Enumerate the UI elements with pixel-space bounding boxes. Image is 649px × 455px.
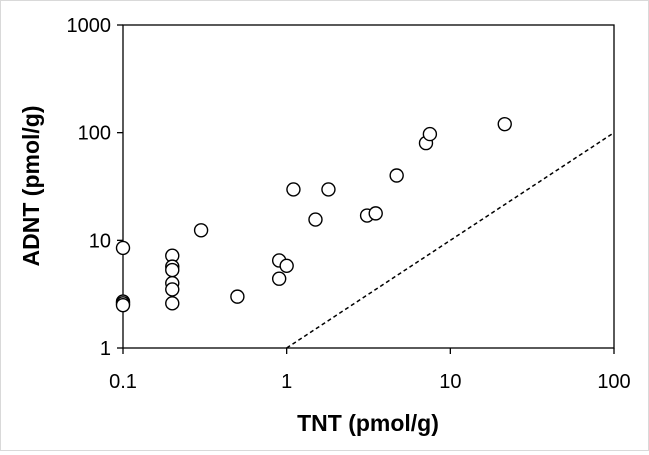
y-tick-label: 100	[78, 123, 111, 145]
reference-line	[286, 132, 615, 349]
data-point	[497, 116, 512, 132]
x-axis-label: TNT (pmol/g)	[297, 410, 439, 436]
y-tick-label: 1000	[67, 15, 112, 37]
data-point	[193, 223, 209, 238]
data-point	[279, 258, 294, 274]
data-point	[165, 262, 180, 278]
data-point	[422, 126, 438, 142]
data-point	[286, 182, 301, 197]
data-point	[115, 240, 131, 256]
y-tick-label: 1	[100, 338, 111, 360]
data-point	[165, 296, 180, 311]
plot-area	[122, 24, 615, 349]
data-point	[165, 282, 180, 297]
data-point	[230, 289, 245, 304]
x-tick-label: 0.1	[109, 371, 137, 393]
data-point	[271, 271, 287, 286]
data-point	[389, 168, 404, 183]
x-tick-label: 1	[281, 371, 292, 393]
y-axis-label: ADNT (pmol/g)	[18, 106, 44, 267]
data-point	[308, 212, 323, 227]
data-point	[115, 297, 131, 313]
y-tick-label: 10	[89, 230, 111, 252]
x-tick-label: 10	[439, 371, 461, 393]
data-point	[321, 182, 336, 197]
x-tick-label: 100	[597, 371, 630, 393]
data-point	[368, 206, 383, 221]
